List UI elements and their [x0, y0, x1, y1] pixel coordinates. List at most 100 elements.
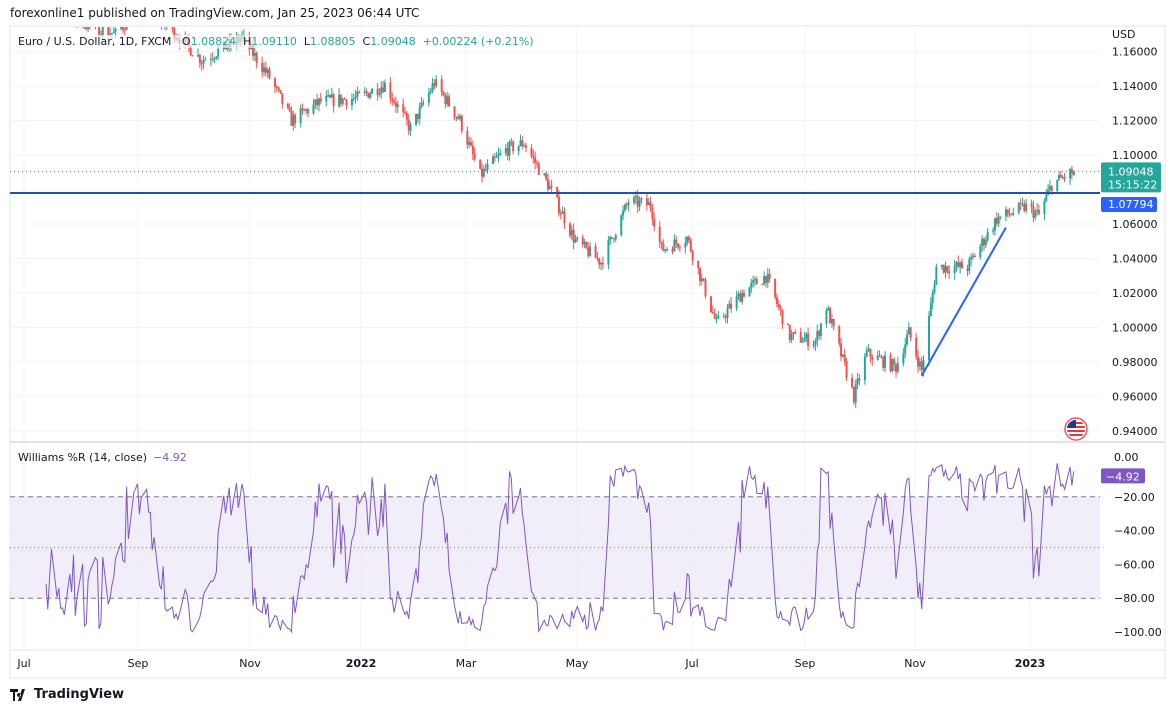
- candle-body: [1043, 200, 1046, 215]
- candle: [34, 0, 36, 9]
- candle: [431, 78, 434, 94]
- candle: [880, 354, 883, 359]
- candle-body: [638, 200, 641, 207]
- candle: [819, 322, 822, 341]
- candle: [371, 87, 374, 95]
- candle: [1043, 198, 1046, 221]
- candle-body: [609, 237, 612, 241]
- candle: [649, 196, 652, 212]
- candle: [455, 116, 458, 122]
- candle: [739, 289, 742, 302]
- candle-body: [123, 29, 126, 31]
- candle: [902, 348, 905, 367]
- candle-body: [1048, 186, 1051, 190]
- candle-body: [112, 31, 115, 34]
- candle-body: [146, 4, 148, 6]
- candle: [609, 235, 612, 246]
- candle-body: [699, 267, 702, 282]
- candle: [61, 13, 63, 21]
- candle: [993, 217, 996, 236]
- candle-body: [801, 341, 804, 343]
- candle-body: [171, 27, 174, 28]
- candle: [779, 304, 782, 316]
- candle: [1056, 179, 1059, 192]
- indicator-legend[interactable]: Williams %R (14, close) −4.92: [18, 451, 187, 464]
- candle-body: [570, 229, 573, 236]
- candle: [587, 242, 590, 259]
- candle-body: [622, 210, 625, 216]
- candle: [365, 88, 368, 97]
- tradingview-logo[interactable]: TradingView: [10, 687, 124, 702]
- candle-body: [634, 196, 637, 198]
- candle: [775, 293, 778, 308]
- candle: [713, 308, 716, 320]
- candle: [378, 88, 381, 98]
- candle-body: [948, 271, 951, 274]
- candle: [550, 179, 553, 193]
- candle-body: [1012, 212, 1015, 215]
- candle: [825, 307, 828, 328]
- candle: [76, 27, 78, 28]
- candle: [1012, 207, 1015, 217]
- candle: [358, 90, 361, 94]
- candle: [504, 144, 507, 156]
- candle: [999, 216, 1002, 220]
- candle-body: [955, 262, 958, 267]
- candle-body: [162, 17, 164, 22]
- candle-body: [279, 90, 282, 94]
- candle-body: [792, 332, 795, 335]
- candle-body: [491, 156, 494, 165]
- candle-body: [607, 240, 610, 265]
- candle-body: [752, 280, 755, 283]
- candle-body: [594, 246, 597, 258]
- candle: [753, 276, 756, 287]
- candle: [960, 258, 963, 269]
- candle: [535, 159, 538, 168]
- candle-body: [253, 52, 256, 56]
- candle: [1006, 209, 1009, 218]
- candle-body: [786, 324, 789, 326]
- candle: [633, 194, 636, 206]
- candle-body: [660, 241, 663, 245]
- candle: [852, 386, 855, 406]
- candle-body: [332, 94, 335, 107]
- candle: [444, 92, 447, 109]
- candle-body: [764, 276, 767, 283]
- candle-body: [666, 249, 669, 251]
- candle-body: [957, 262, 960, 267]
- candle-body: [818, 331, 821, 336]
- candle: [854, 379, 857, 408]
- candle-body: [215, 56, 218, 59]
- candle: [1004, 206, 1007, 222]
- price-tick-label: 1.10000: [1112, 149, 1158, 162]
- candle-body: [779, 306, 782, 310]
- tradingview-logo-icon: [10, 688, 25, 701]
- candle-body: [623, 204, 626, 211]
- candle: [484, 163, 487, 171]
- symbol-name[interactable]: Euro / U.S. Dollar, 1D, FXCM: [18, 35, 172, 48]
- candle: [481, 162, 483, 183]
- candle-body: [653, 218, 656, 227]
- candle: [722, 312, 725, 319]
- candle: [460, 114, 463, 134]
- close-label: C: [362, 35, 371, 48]
- candle: [986, 227, 989, 243]
- candle: [211, 52, 214, 63]
- price-tick-label: 0.94000: [1112, 425, 1158, 438]
- candle: [1072, 170, 1075, 176]
- candle: [354, 90, 357, 104]
- candle: [339, 94, 342, 108]
- candle: [43, 5, 45, 14]
- candle: [38, 5, 40, 9]
- us-flag-icon[interactable]: [1064, 417, 1088, 441]
- candle-body: [713, 313, 716, 319]
- candle-body: [69, 12, 71, 19]
- candle: [691, 249, 694, 266]
- candle-body: [550, 186, 553, 188]
- candle: [658, 220, 661, 249]
- candle: [893, 357, 896, 371]
- candle-body: [352, 98, 355, 100]
- candle: [915, 332, 918, 360]
- candle: [904, 338, 907, 359]
